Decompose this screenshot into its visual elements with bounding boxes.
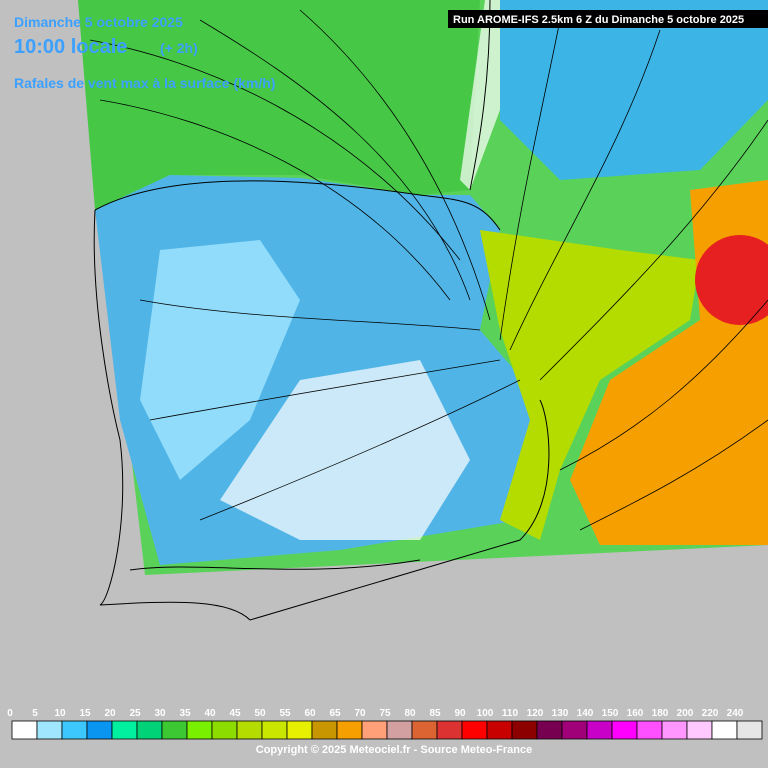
legend-label: 220 [702,708,719,719]
legend-label: 0 [7,708,13,719]
run-banner [448,10,768,28]
legend-swatch [636,720,663,740]
legend: 0 5 10 15 20 25 30 35 40 45 50 55 60 65 70 75 80 85 90 100 1… [7,708,763,740]
legend-label: 20 [104,708,116,719]
legend-swatch [211,720,238,740]
legend-label: 130 [552,708,569,719]
land-area [500,0,768,180]
legend-label: 180 [652,708,669,719]
run-label: Run AROME-IFS 2.5km 6 Z du Dimanche 5 oc… [453,14,744,26]
coast [460,0,500,190]
land-area [140,240,300,480]
legend-swatch [86,720,113,740]
legend-label: 75 [379,708,391,719]
date: Dimanche 5 octobre 2025 [14,14,183,30]
legend-swatch [611,720,638,740]
legend-label: 10 [54,708,66,719]
legend-swatch [711,720,738,740]
legend-label: 80 [404,708,416,719]
legend-swatch [111,720,138,740]
legend-label: 30 [154,708,166,719]
legend-swatch [561,720,588,740]
time: 10:00 locale [14,36,127,58]
legend-swatch [586,720,613,740]
wind-zone [480,230,700,540]
legend-label: 110 [502,708,519,719]
legend-swatch [311,720,338,740]
legend-swatch [736,720,763,740]
legend-swatch [236,720,263,740]
wind-zone [695,235,768,325]
copyright: Copyright © 2025 Meteociel.fr - Source M… [256,744,532,756]
legend-swatch [11,720,38,740]
legend-label: 70 [354,708,366,719]
legend-swatch [261,720,288,740]
legend-label: 5 [32,708,38,719]
legend-label: 200 [677,708,694,719]
legend-swatch [486,720,513,740]
legend-label: 85 [429,708,441,719]
legend-label: 25 [129,708,141,719]
legend-label: 150 [602,708,619,719]
legend-label: 90 [454,708,466,719]
legend-swatch [661,720,688,740]
legend-label: 100 [477,708,494,719]
offset: (+ 2h) [160,40,198,56]
legend-swatch [511,720,538,740]
legend-swatch [136,720,163,740]
legend-swatch [686,720,713,740]
legend-label: 120 [527,708,544,719]
streamlines [89,9,768,531]
legend-swatch [286,720,313,740]
legend-label: 15 [79,708,91,719]
legend-swatch [36,720,63,740]
parameter: Rafales de vent max à la surface (km/h) [14,75,275,91]
legend-label: 45 [229,708,241,719]
legend-swatch [436,720,463,740]
legend-swatch [61,720,88,740]
legend-label: 60 [304,708,316,719]
legend-label: 40 [204,708,216,719]
legend-label: 240 [727,708,744,719]
legend-swatch [536,720,563,740]
legend-swatch [161,720,188,740]
legend-swatch [461,720,488,740]
legend-label: 65 [329,708,341,719]
legend-swatch [186,720,213,740]
legend-swatch [361,720,388,740]
legend-label: 55 [279,708,291,719]
legend-swatch [411,720,438,740]
legend-label: 140 [577,708,594,719]
land-area [220,360,470,540]
legend-label: 35 [179,708,191,719]
sea-area [78,0,480,210]
legend-label: 160 [627,708,644,719]
legend-swatch [386,720,413,740]
legend-label: 50 [254,708,266,719]
borders [93,0,550,621]
legend-swatch [336,720,363,740]
